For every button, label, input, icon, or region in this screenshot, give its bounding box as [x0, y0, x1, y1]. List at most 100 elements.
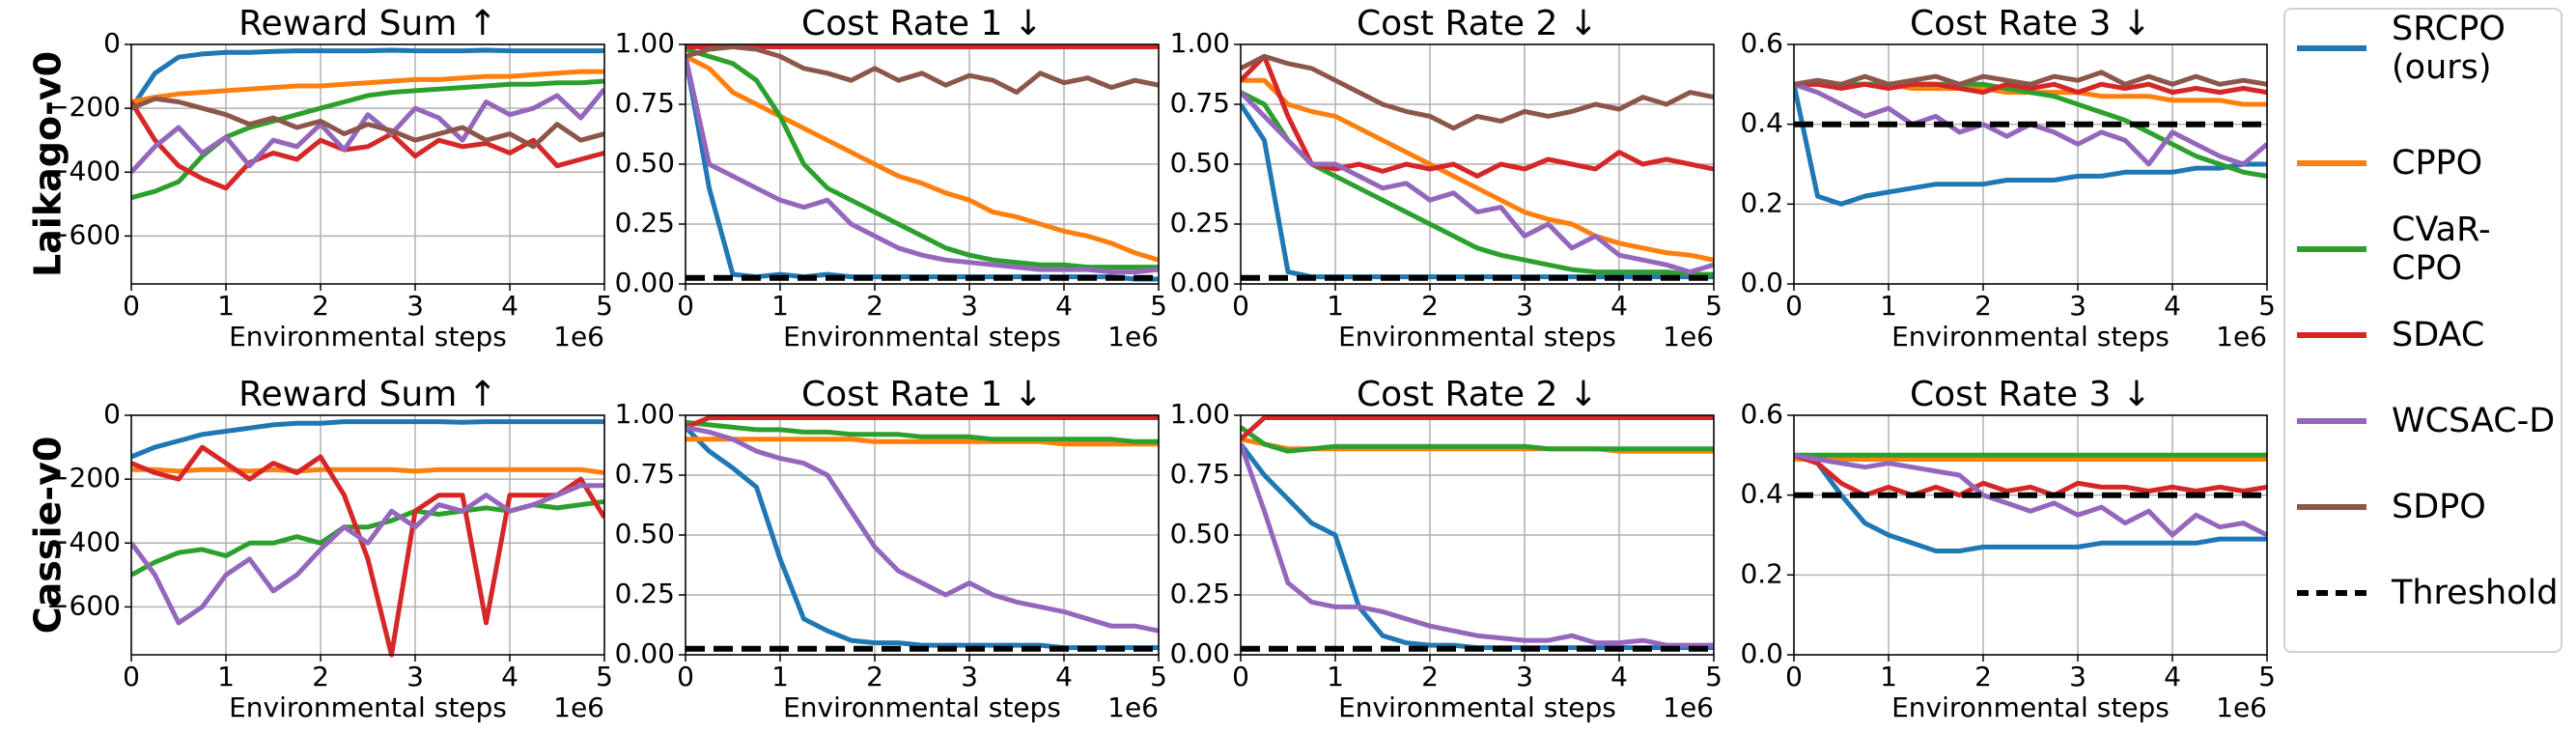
- y-tick-label: 0.25: [615, 578, 675, 609]
- x-axis-label: Environmental steps: [229, 321, 507, 353]
- y-tick-label: −400: [46, 525, 121, 557]
- legend-label: SRCPO (ours): [2392, 10, 2506, 87]
- x-axis-label: Environmental steps: [783, 321, 1061, 353]
- y-tick-label: 1.00: [1170, 27, 1230, 59]
- plot-lines: [1241, 53, 1714, 281]
- y-tick-label: 0.2: [1740, 557, 1783, 589]
- y-tick-label: 0.0: [1740, 637, 1783, 669]
- series-line: [131, 87, 604, 174]
- legend-swatch: [2297, 332, 2366, 338]
- y-tick-label: 0.50: [1170, 518, 1230, 550]
- legend-label: CVaR-CPO: [2392, 211, 2491, 288]
- x-tick-label: 0: [123, 661, 140, 692]
- series-line: [686, 54, 1159, 263]
- plot-lines: [131, 47, 604, 201]
- y-tick-label: −200: [46, 91, 121, 123]
- series-line: [686, 415, 1159, 430]
- x-offset-label: 1e6: [553, 321, 604, 353]
- x-tick-label: 0: [1232, 290, 1249, 322]
- series-line: [131, 69, 604, 104]
- y-tick-label: 1.00: [1170, 398, 1230, 430]
- x-offset-label: 1e6: [1107, 692, 1159, 723]
- legend-entry: CVaR-CPO: [2285, 211, 2556, 288]
- y-tick-label: 0.25: [1170, 207, 1230, 239]
- axes-frame: [130, 43, 605, 285]
- series-line: [1241, 53, 1714, 131]
- y-tick-label: 0: [103, 27, 121, 59]
- legend-entry: SDAC: [2285, 296, 2556, 374]
- x-tick-label: 4: [1610, 290, 1628, 322]
- legend-entry: SDPO: [2285, 468, 2556, 546]
- x-tick-label: 3: [1516, 290, 1533, 322]
- legend-label: WCSAC-D: [2392, 402, 2556, 440]
- y-tick-label: 0.0: [1740, 267, 1783, 298]
- x-tick-label: 3: [2069, 661, 2086, 692]
- row-label: Cassie-v0: [27, 437, 70, 635]
- y-tick-label: −200: [46, 462, 121, 494]
- series-line: [686, 46, 1159, 270]
- x-tick-label: 2: [312, 661, 329, 692]
- legend-swatch: [2297, 246, 2366, 252]
- y-tick-label: 0.2: [1740, 186, 1783, 218]
- y-tick-label: 0.50: [1170, 147, 1230, 179]
- y-tick-label: 0.75: [615, 458, 675, 490]
- x-axis-label: Environmental steps: [1338, 321, 1616, 353]
- x-tick-label: 4: [1610, 661, 1628, 692]
- axes-frame: [1240, 43, 1715, 285]
- series-line: [686, 424, 1159, 634]
- y-tick-label: −600: [46, 218, 121, 250]
- chart-title: Cost Rate 3 ↓: [1910, 375, 2151, 414]
- y-tick-label: 0.00: [1170, 637, 1230, 669]
- legend-label: Threshold: [2392, 574, 2559, 612]
- y-tick-label: 0.50: [615, 518, 675, 550]
- x-tick-label: 4: [2164, 290, 2181, 322]
- series-line: [1794, 70, 2267, 87]
- x-tick-label: 5: [1150, 661, 1167, 692]
- x-tick-label: 0: [1785, 290, 1803, 322]
- y-tick-label: 0.00: [615, 267, 675, 298]
- x-tick-label: 2: [1974, 661, 1992, 692]
- x-tick-label: 2: [1421, 290, 1439, 322]
- chart-title: Reward Sum ↑: [238, 4, 497, 43]
- plot-lines: [686, 415, 1159, 652]
- y-tick-label: 0.75: [1170, 458, 1230, 490]
- axes-frame: [1240, 414, 1715, 656]
- x-tick-label: 3: [406, 661, 424, 692]
- x-tick-label: 0: [1785, 661, 1803, 692]
- series-line: [131, 483, 604, 626]
- x-tick-label: 1: [217, 661, 235, 692]
- legend-label: CPPO: [2392, 144, 2483, 183]
- x-offset-label: 1e6: [1663, 321, 1714, 353]
- chart-title: Reward Sum ↑: [238, 375, 497, 414]
- series-line: [686, 44, 1159, 96]
- chart-title: Cost Rate 3 ↓: [1910, 4, 2151, 43]
- axes-frame: [1793, 414, 2268, 656]
- series-line: [686, 419, 1159, 444]
- x-tick-label: 0: [1232, 661, 1249, 692]
- axes-frame: [685, 43, 1160, 285]
- y-tick-label: 0.6: [1740, 27, 1783, 59]
- chart-title: Cost Rate 1 ↓: [801, 4, 1043, 43]
- series-line: [131, 47, 604, 110]
- x-tick-label: 4: [1055, 290, 1073, 322]
- x-tick-label: 1: [771, 290, 789, 322]
- series-line: [686, 55, 1159, 275]
- legend-swatch: [2297, 160, 2366, 166]
- chart-title: Cost Rate 2 ↓: [1357, 4, 1598, 43]
- y-tick-label: 0.6: [1740, 398, 1783, 430]
- x-tick-label: 1: [1880, 290, 1897, 322]
- plot-lines: [1794, 452, 2267, 553]
- y-tick-label: 0.4: [1740, 478, 1783, 510]
- series-line: [1794, 452, 2267, 553]
- legend-entry: SRCPO (ours): [2285, 10, 2556, 87]
- legend-label: SDPO: [2392, 488, 2486, 526]
- series-line: [1794, 452, 2267, 498]
- series-line: [131, 444, 604, 658]
- x-tick-label: 3: [961, 290, 978, 322]
- x-tick-label: 5: [1150, 290, 1167, 322]
- series-line: [686, 55, 1159, 282]
- y-tick-label: 1.00: [615, 398, 675, 430]
- x-tick-label: 5: [2258, 661, 2276, 692]
- x-tick-label: 1: [1880, 661, 1897, 692]
- series-line: [686, 425, 1159, 651]
